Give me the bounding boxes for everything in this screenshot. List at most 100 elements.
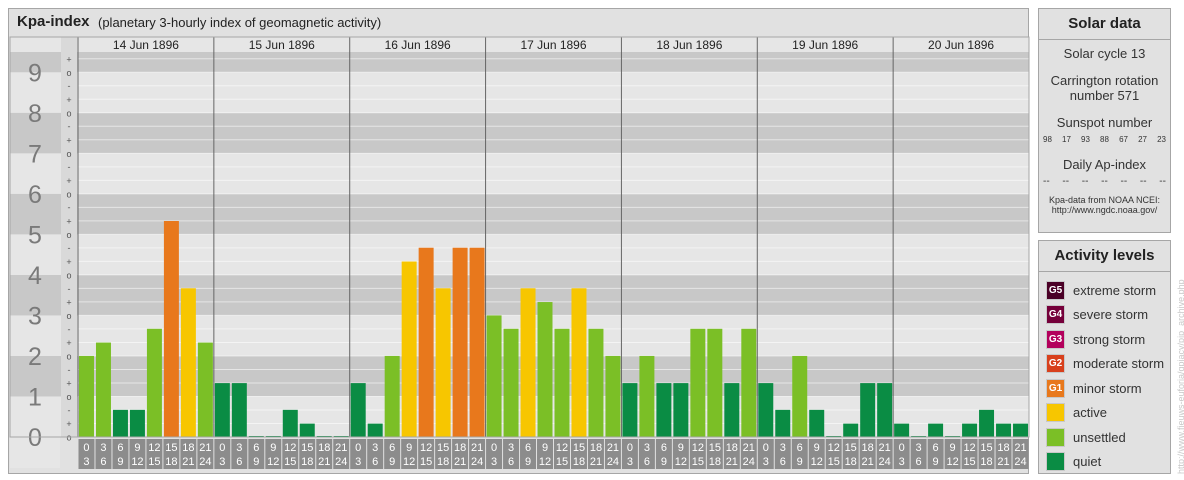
hour-bin-box: [672, 439, 689, 469]
sub-tick-label: +: [66, 176, 71, 186]
hour-bin-start: 18: [590, 442, 602, 454]
hour-bin-start: 0: [219, 442, 225, 454]
hour-bin-box: [893, 439, 910, 469]
kp-bar: [384, 355, 400, 437]
hour-bin-start: 12: [420, 442, 432, 454]
day-header-band: [78, 37, 1029, 52]
kp-bar: [996, 423, 1012, 437]
hour-bin-box: [1012, 439, 1029, 469]
hour-bin-end: 9: [253, 456, 259, 468]
kp-bar: [79, 355, 94, 437]
hour-bin-end: 6: [508, 456, 514, 468]
hour-bin-start: 0: [355, 442, 361, 454]
hour-bin-start: 21: [1014, 442, 1026, 454]
hour-bin-box: [163, 439, 180, 469]
hour-bin-start: 6: [797, 442, 803, 454]
legend-label: active: [1073, 405, 1107, 421]
hour-bin-start: 15: [845, 442, 857, 454]
hour-bin-end: 6: [236, 456, 242, 468]
hour-bin-end: 3: [83, 456, 89, 468]
hour-bin-end: 6: [644, 456, 650, 468]
hour-bin-end: 18: [301, 456, 313, 468]
hour-bin-end: 24: [1014, 456, 1026, 468]
day-label: 17 Jun 1896: [520, 38, 586, 52]
hour-bin-box: [333, 439, 350, 469]
hour-bin-box: [655, 439, 672, 469]
day-label: 20 Jun 1896: [928, 38, 994, 52]
sunspot-label: Sunspot number: [1056, 115, 1153, 130]
hour-bin-start: 18: [182, 442, 194, 454]
sub-tick-label: o: [66, 108, 71, 118]
hour-bin-start: 0: [627, 442, 633, 454]
hour-bin-end: 9: [661, 456, 667, 468]
y-tick-label: 4: [28, 262, 42, 290]
sub-tick-label: +: [66, 257, 71, 267]
kp-bar: [656, 383, 672, 437]
hour-bin-end: 12: [811, 456, 823, 468]
chart-title: Kpa-index: [17, 13, 90, 30]
hour-bin-end: 18: [165, 456, 177, 468]
hour-bin-start: 21: [199, 442, 211, 454]
hour-bin-end: 18: [709, 456, 721, 468]
hour-bin-box: [435, 439, 452, 469]
sub-tick-label: +: [66, 338, 71, 348]
hour-bin-start: 9: [950, 442, 956, 454]
kp-bar: [775, 409, 791, 437]
kp-bar: [809, 409, 825, 437]
level-band: [10, 315, 1029, 356]
hour-bin-start: 21: [335, 442, 347, 454]
hour-bin-start: 3: [372, 442, 378, 454]
kp-bar: [299, 423, 315, 437]
hour-bin-box: [774, 439, 791, 469]
kp-bar: [214, 383, 230, 437]
hour-bin-start: 9: [814, 442, 820, 454]
hour-bin-end: 6: [372, 456, 378, 468]
kp-bar: [401, 261, 417, 437]
hour-bin-box: [706, 439, 723, 469]
sub-tick-label: -: [68, 243, 71, 253]
kp-bar: [707, 328, 723, 437]
level-band: [10, 355, 1029, 397]
hour-bin-start: 15: [165, 442, 177, 454]
kp-bar: [163, 220, 179, 437]
day-label: 18 Jun 1896: [656, 38, 722, 52]
kp-bar: [282, 409, 298, 437]
hour-bin-start: 12: [148, 442, 160, 454]
hour-bin-end: 3: [899, 456, 905, 468]
ap-value: --: [1139, 176, 1147, 187]
sunspot-value: 88: [1100, 135, 1109, 144]
ap-value: --: [1043, 176, 1050, 187]
kp-bar: [469, 247, 485, 437]
hour-bin-start: 9: [270, 442, 276, 454]
y-tick-label: 1: [28, 383, 42, 411]
hour-bin-box: [910, 439, 927, 469]
hour-bin-box: [520, 439, 537, 469]
ap-value: --: [1120, 176, 1128, 187]
kp-bar: [690, 328, 706, 437]
sub-tick-label: o: [66, 189, 71, 199]
level-band: [10, 153, 1029, 194]
legend-item: active: [1039, 401, 1170, 426]
hour-bin-end: 6: [780, 456, 786, 468]
hour-bin-end: 3: [219, 456, 225, 468]
kp-bar: [758, 383, 774, 437]
ap-label: Daily Ap-index: [1062, 157, 1147, 172]
kp-bar: [894, 423, 910, 437]
hour-bin-start: 6: [389, 442, 395, 454]
hour-bin-end: 15: [692, 456, 704, 468]
hour-bin-end: 18: [437, 456, 449, 468]
hour-bin-start: 21: [879, 442, 891, 454]
sub-tick-label: +: [66, 54, 71, 64]
hour-bin-start: 3: [508, 442, 514, 454]
hour-bin-end: 21: [182, 456, 194, 468]
hour-bin-end: 6: [100, 456, 106, 468]
kp-bar: [588, 328, 604, 437]
sub-tick-label: +: [66, 95, 71, 105]
legend-label: quiet: [1073, 454, 1102, 470]
hour-bin-box: [401, 439, 418, 469]
kp-bar: [180, 288, 196, 437]
hour-bin-box: [842, 439, 859, 469]
sunspot-value: 23: [1157, 135, 1166, 144]
sub-tick-label: +: [66, 135, 71, 145]
